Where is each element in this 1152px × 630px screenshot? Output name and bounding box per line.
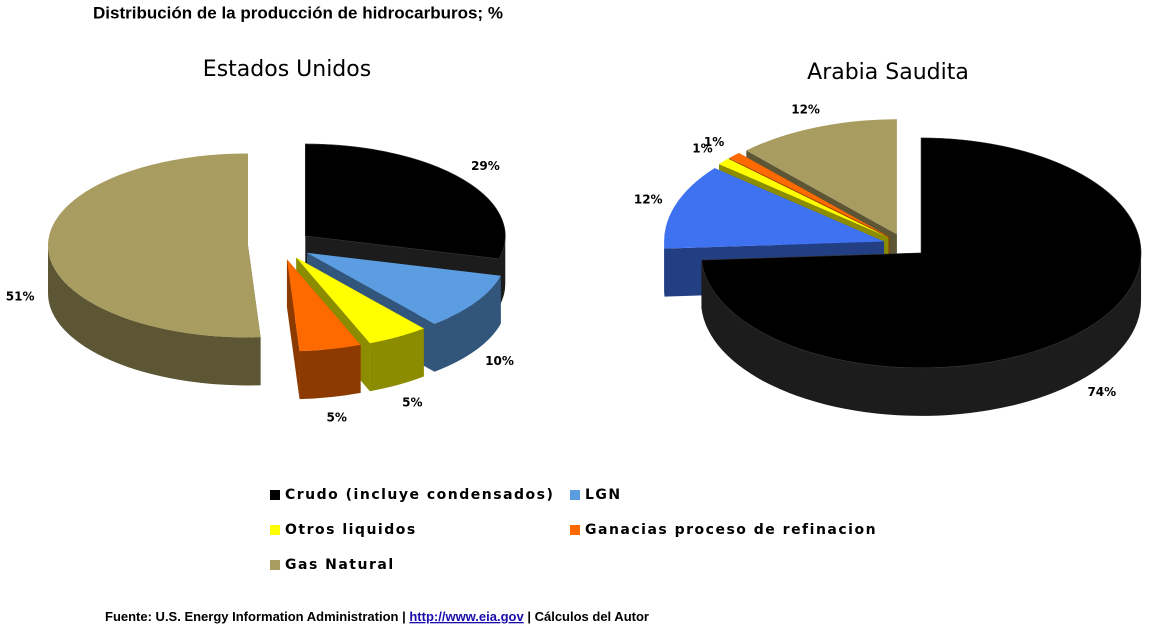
slice-top (296, 257, 424, 344)
slice-wall (286, 259, 300, 400)
slice-top (701, 137, 1142, 369)
value-label: 29% (471, 159, 500, 173)
legend-swatch (270, 525, 280, 535)
legend-swatch (570, 490, 580, 500)
footer-link[interactable]: http://www.eia.gov (409, 609, 524, 624)
slice-side (701, 252, 1142, 416)
legend-label: LGN (585, 487, 622, 503)
chart-title: Estados Unidos (203, 57, 371, 82)
slice-side (434, 275, 501, 372)
legend-label: Ganacias proceso de refinacion (585, 522, 877, 538)
chart-title: Arabia Saudita (807, 60, 969, 85)
value-label: 10% (485, 354, 514, 368)
value-label: 12% (791, 103, 820, 117)
value-label: 12% (634, 193, 663, 207)
legend-label: Otros liquidos (285, 522, 417, 538)
value-label: 1% (692, 142, 712, 156)
pie (48, 143, 506, 400)
slice-top (746, 119, 897, 235)
pie (664, 119, 1142, 416)
value-label: 1% (704, 135, 724, 149)
legend-swatch (270, 560, 280, 570)
footer: Fuente: U.S. Energy Information Administ… (105, 609, 649, 624)
value-label: 74% (1087, 385, 1116, 399)
value-label: 51% (6, 290, 35, 304)
slice-top (304, 143, 506, 260)
legend-swatch (570, 525, 580, 535)
slice-top (664, 168, 885, 249)
legend-label: Crudo (incluye condensados) (285, 487, 554, 503)
slice-side (299, 344, 361, 400)
slice-top (48, 153, 261, 338)
slice-top (307, 252, 501, 324)
slice-top (729, 153, 890, 237)
legend-label: Gas Natural (285, 557, 395, 573)
slice-side (48, 245, 261, 386)
slice-top (718, 158, 889, 238)
slice-top (286, 259, 361, 352)
footer-note: | Cálculos del Autor (527, 609, 649, 624)
value-label: 5% (402, 396, 422, 410)
slice (286, 259, 361, 400)
slice (48, 153, 261, 386)
slice-side (369, 328, 424, 392)
page-title: Distribución de la producción de hidroca… (93, 3, 503, 22)
footer-source: Fuente: U.S. Energy Information Administ… (105, 609, 406, 624)
legend-swatch (270, 490, 280, 500)
slice (701, 137, 1142, 416)
value-label: 5% (327, 410, 347, 424)
